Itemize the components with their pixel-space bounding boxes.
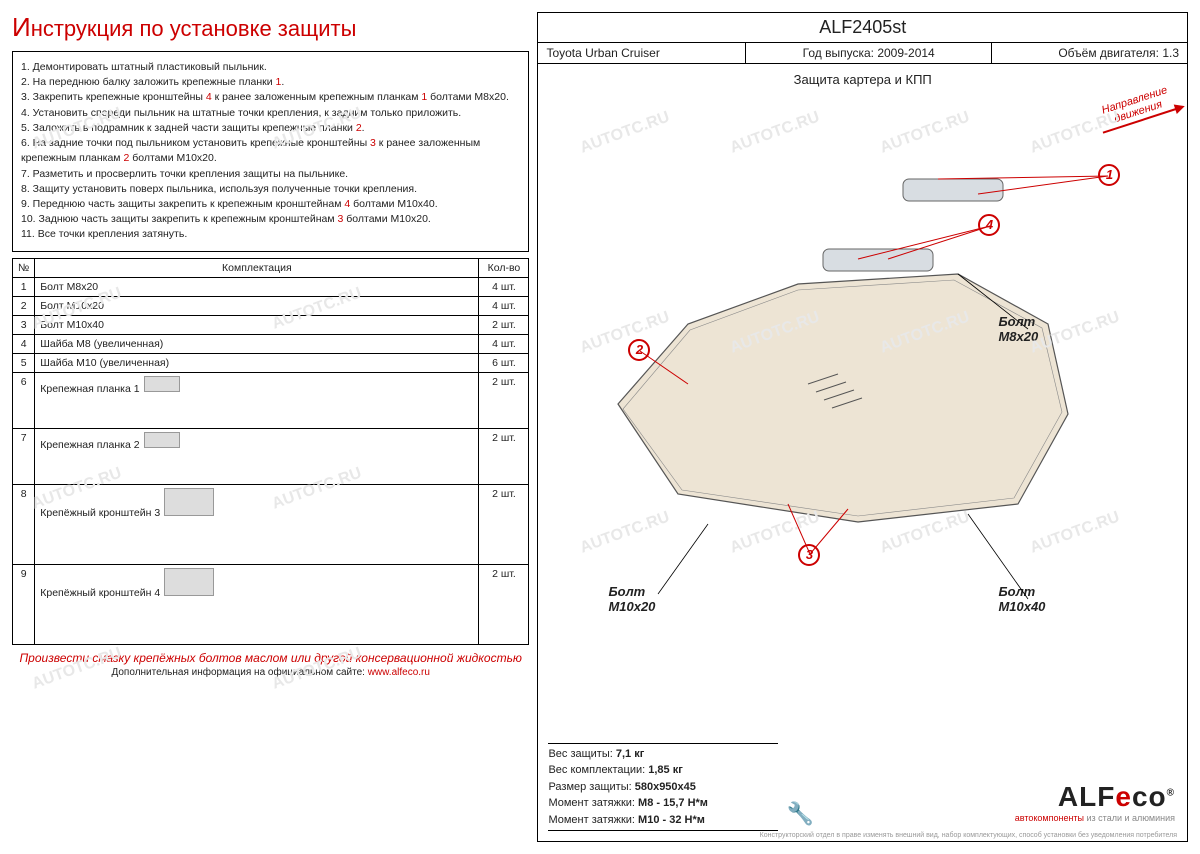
table-row: 9Крепёжный кронштейн 42 шт. bbox=[13, 564, 529, 644]
sub-header: Toyota Urban Cruiser Год выпуска: 2009-2… bbox=[538, 43, 1187, 64]
table-row: 8Крепёжный кронштейн 32 шт. bbox=[13, 484, 529, 564]
th-num: № bbox=[13, 258, 35, 277]
fine-print: Конструкторский отдел в праве изменять в… bbox=[760, 832, 1177, 839]
specs-box: Вес защиты: 7,1 кгВес комплектации: 1,85… bbox=[548, 741, 778, 834]
table-row: 6Крепежная планка 12 шт. bbox=[13, 372, 529, 428]
table-row: 1Болт М8х204 шт. bbox=[13, 277, 529, 296]
table-row: 7Крепежная планка 22 шт. bbox=[13, 428, 529, 484]
leader-lines bbox=[538, 64, 1187, 841]
table-row: 4Шайба М8 (увеличенная)4 шт. bbox=[13, 334, 529, 353]
table-row: 5Шайба М10 (увеличенная)6 шт. bbox=[13, 353, 529, 372]
th-name: Комплектация bbox=[35, 258, 479, 277]
table-row: 3Болт М10х402 шт. bbox=[13, 315, 529, 334]
vehicle-name: Toyota Urban Cruiser bbox=[538, 43, 746, 63]
product-code: ALF2405st bbox=[538, 13, 1187, 43]
parts-table: № Комплектация Кол-во 1Болт М8х204 шт.2Б… bbox=[12, 258, 529, 645]
instructions-box: 1. Демонтировать штатный пластиковый пыл… bbox=[12, 51, 529, 252]
main-title: Инструкция по установке защиты bbox=[12, 12, 529, 43]
brand-logo: ALFeco® автокомпоненты из стали и алюмин… bbox=[1015, 781, 1175, 823]
diagram-area: Защита картера и КПП Направлениедвижения… bbox=[538, 64, 1187, 841]
year-label: Год выпуска: 2009-2014 bbox=[746, 43, 992, 63]
footer-link: Дополнительная информация на официальном… bbox=[12, 667, 529, 678]
engine-label: Объём двигателя: 1.3 bbox=[992, 43, 1187, 63]
table-row: 2Болт М10х204 шт. bbox=[13, 296, 529, 315]
th-qty: Кол-во bbox=[479, 258, 529, 277]
footer-note: Произвести смазку крепёжных болтов масло… bbox=[12, 651, 529, 665]
wrench-icon: 🔧 bbox=[786, 801, 813, 827]
website-link[interactable]: www.alfeco.ru bbox=[368, 667, 430, 678]
